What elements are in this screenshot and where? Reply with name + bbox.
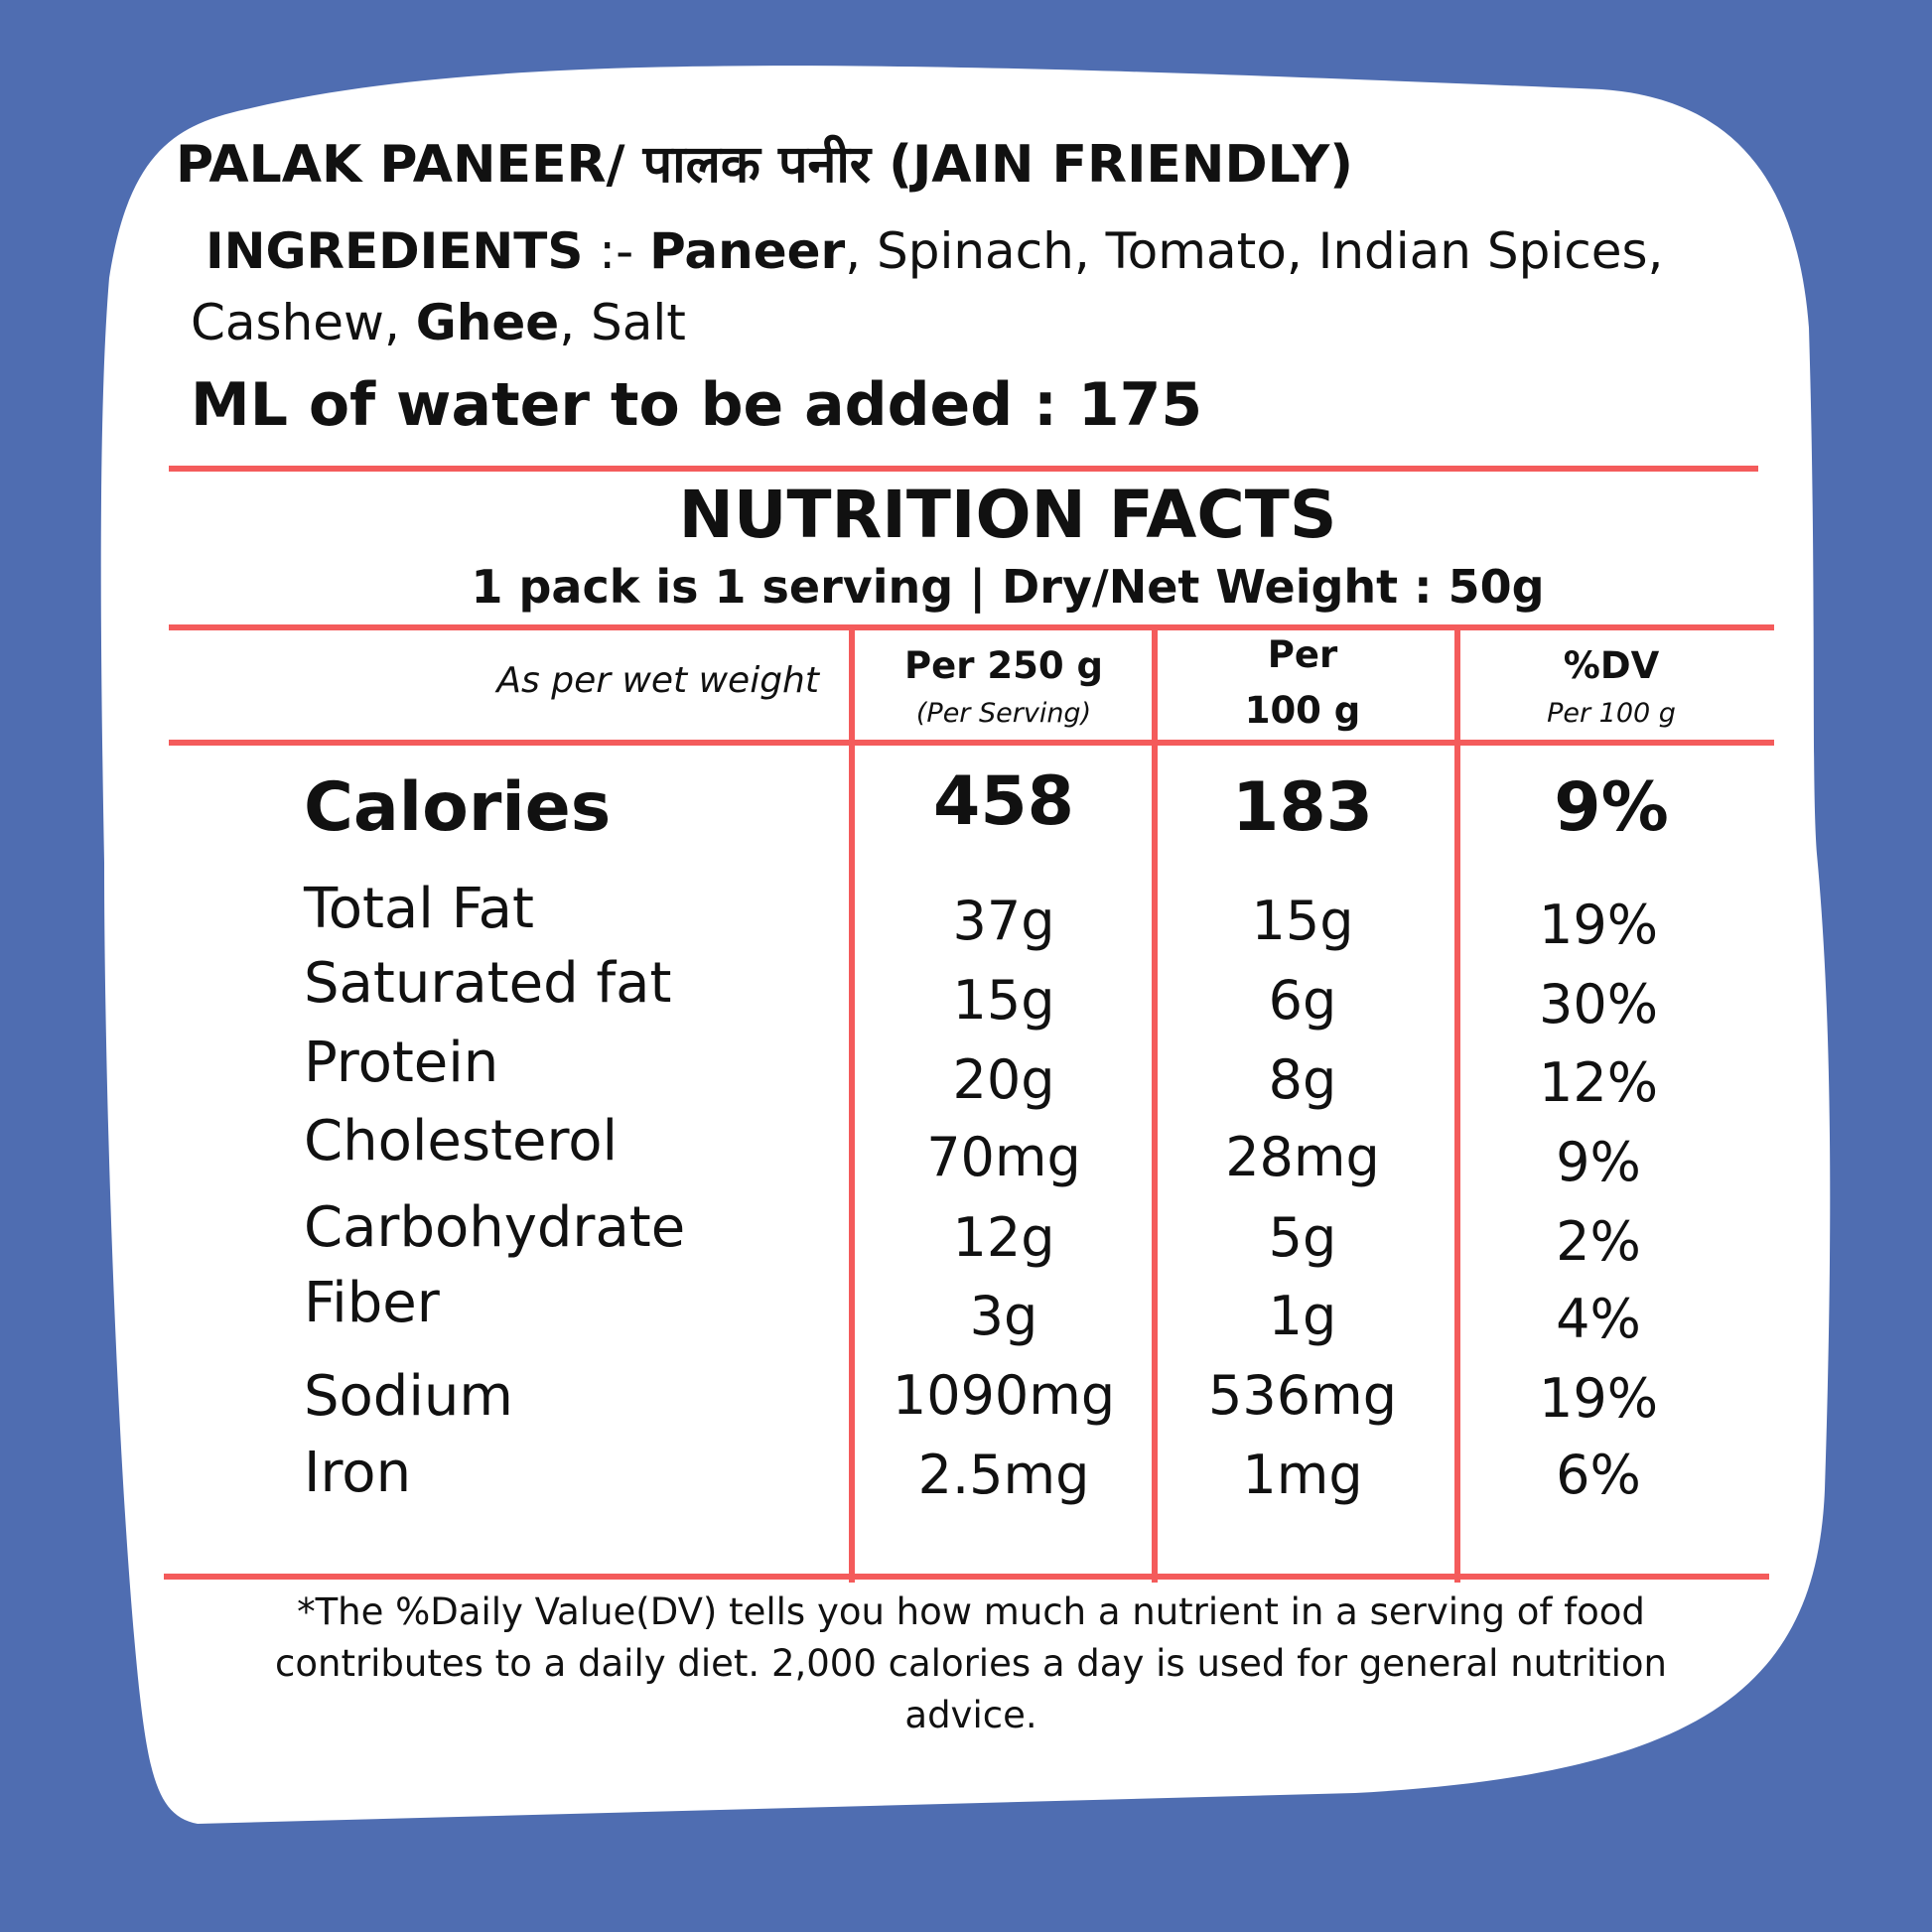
ingredients-line-2: Cashew, Ghee, Salt bbox=[191, 298, 686, 347]
nutrient-label: Iron bbox=[304, 1441, 412, 1505]
col-per-100g-sub: 100 g bbox=[1244, 689, 1361, 732]
nutrient-per-serving: 37g bbox=[952, 890, 1055, 952]
footnote-line: contributes to a daily diet. 2,000 calor… bbox=[275, 1642, 1667, 1685]
nutrient-per-100g: 6g bbox=[1268, 969, 1337, 1032]
column-divider bbox=[1454, 627, 1460, 1583]
product-title: PALAK PANEER/ पालक पनीर (JAIN FRIENDLY) bbox=[176, 135, 1354, 195]
nutrient-label: Protein bbox=[304, 1031, 499, 1095]
nutrient-dv: 2% bbox=[1556, 1210, 1641, 1273]
col-dv-header: %DV bbox=[1563, 644, 1660, 687]
ingredient-salt: , Salt bbox=[559, 294, 686, 351]
ingredient-cashew: Cashew, bbox=[191, 294, 416, 351]
ingredients-sep: :- bbox=[583, 222, 650, 280]
column-divider bbox=[849, 627, 855, 1583]
nutrient-dv: 30% bbox=[1538, 973, 1659, 1035]
footnote-line: *The %Daily Value(DV) tells you how much… bbox=[297, 1590, 1645, 1633]
calories-per-serving: 458 bbox=[933, 762, 1074, 841]
divider bbox=[169, 740, 1774, 746]
ingredient-ghee: Ghee bbox=[415, 294, 560, 351]
serving-info: 1 pack is 1 serving | Dry/Net Weight : 5… bbox=[471, 560, 1545, 614]
water-instruction: ML of water to be added : 175 bbox=[191, 370, 1203, 440]
nutrient-label: Cholesterol bbox=[304, 1109, 619, 1173]
nutrient-per-100g: 5g bbox=[1268, 1206, 1337, 1269]
calories-label: Calories bbox=[304, 768, 612, 847]
ingredients-line-1: INGREDIENTS :- Paneer, Spinach, Tomato, … bbox=[206, 226, 1663, 276]
footnote-line: advice. bbox=[904, 1694, 1037, 1736]
nutrient-dv: 19% bbox=[1538, 1367, 1659, 1430]
calories-dv: 9% bbox=[1554, 768, 1669, 847]
divider bbox=[169, 466, 1758, 472]
col-per-100g-header: Per bbox=[1267, 633, 1338, 676]
nutrient-per-100g: 1mg bbox=[1242, 1444, 1363, 1506]
divider bbox=[164, 1574, 1769, 1580]
col-dv-sub: Per 100 g bbox=[1547, 698, 1676, 729]
nutrient-per-serving: 2.5mg bbox=[917, 1444, 1090, 1506]
nutrient-dv: 6% bbox=[1556, 1444, 1641, 1506]
nutrient-label: Carbohydrate bbox=[304, 1195, 686, 1260]
nutrient-label: Fiber bbox=[304, 1271, 440, 1335]
nutrition-heading: NUTRITION FACTS bbox=[678, 477, 1337, 553]
nutrient-label: Saturated fat bbox=[304, 951, 672, 1016]
nutrient-per-serving: 1090mg bbox=[892, 1364, 1116, 1427]
nutrient-dv: 4% bbox=[1556, 1288, 1641, 1350]
nutrient-per-100g: 15g bbox=[1251, 890, 1354, 952]
nutrient-label: Sodium bbox=[304, 1364, 513, 1429]
col-per-serving-sub: (Per Serving) bbox=[915, 698, 1092, 729]
nutrient-label: Total Fat bbox=[304, 877, 534, 941]
calories-per-100g: 183 bbox=[1232, 768, 1373, 847]
nutrient-per-serving: 12g bbox=[952, 1206, 1055, 1269]
nutrient-dv: 12% bbox=[1538, 1051, 1659, 1114]
nutrient-per-serving: 70mg bbox=[926, 1126, 1081, 1188]
nutrient-per-100g: 536mg bbox=[1208, 1364, 1397, 1427]
nutrient-per-serving: 3g bbox=[969, 1285, 1038, 1347]
basis-note: As per wet weight bbox=[496, 660, 819, 701]
nutrient-per-100g: 8g bbox=[1268, 1048, 1337, 1111]
nutrient-per-serving: 15g bbox=[952, 969, 1055, 1032]
nutrient-per-100g: 1g bbox=[1268, 1285, 1337, 1347]
nutrient-dv: 9% bbox=[1556, 1131, 1641, 1193]
nutrient-per-serving: 20g bbox=[952, 1048, 1055, 1111]
nutrient-per-100g: 28mg bbox=[1225, 1126, 1380, 1188]
ingredient-list: , Spinach, Tomato, Indian Spices, bbox=[845, 222, 1664, 280]
divider bbox=[169, 624, 1774, 630]
nutrient-dv: 19% bbox=[1538, 894, 1659, 956]
ingredients-label: INGREDIENTS bbox=[206, 222, 584, 280]
col-per-serving-header: Per 250 g bbox=[904, 644, 1103, 687]
column-divider bbox=[1152, 627, 1158, 1583]
ingredient-paneer: Paneer bbox=[649, 222, 846, 280]
